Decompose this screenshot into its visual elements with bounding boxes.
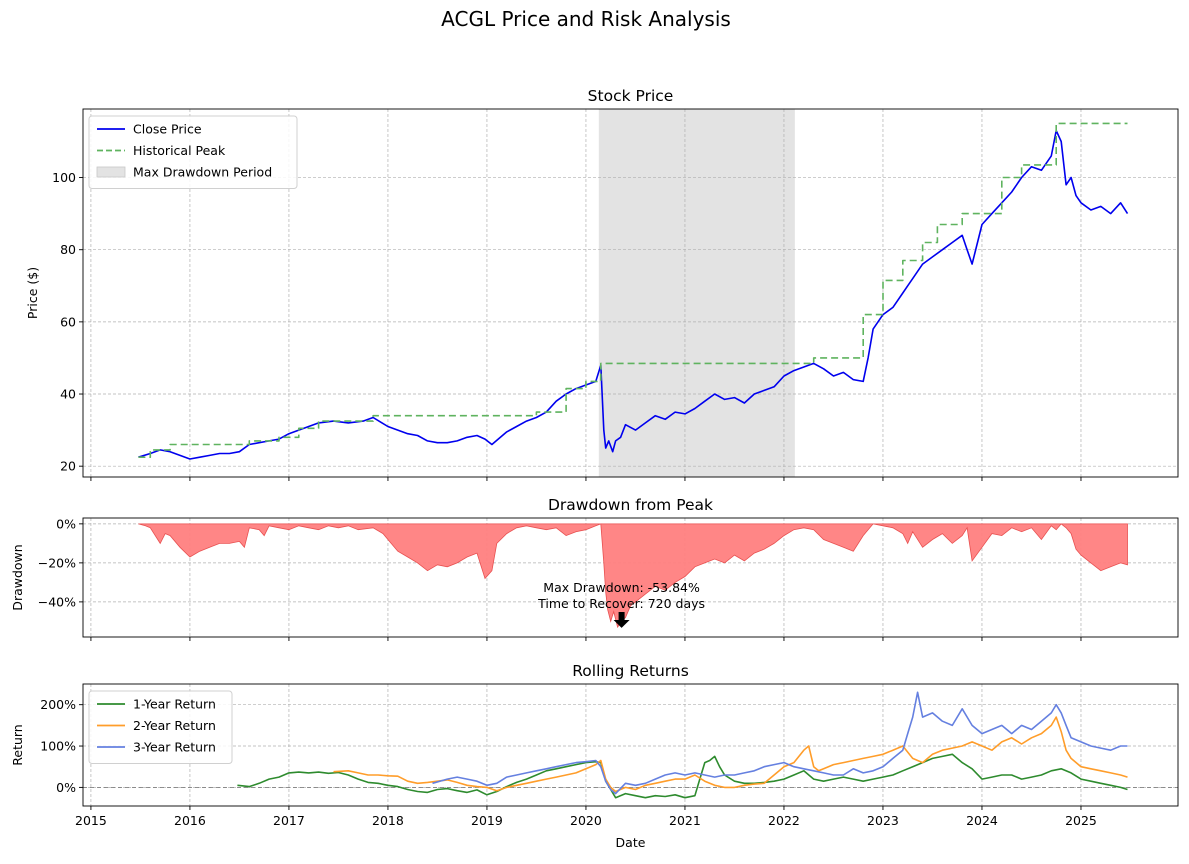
legend-swatch	[96, 166, 126, 178]
y-tick-label: 20	[60, 459, 76, 474]
plot-area	[138, 122, 1129, 460]
legend-label: Historical Peak	[133, 143, 226, 158]
panel-frame	[82, 517, 1179, 638]
y-tick-label: 80	[60, 242, 76, 257]
3-year-return-line	[432, 691, 1128, 795]
legend-label: 1-Year Return	[133, 697, 216, 712]
y-tick-label: 0%	[56, 516, 76, 531]
x-tick-label: 2024	[966, 813, 998, 828]
y-tick-label: 60	[60, 314, 76, 329]
y-tick-label: −40%	[38, 594, 76, 609]
legend-item: 2-Year Return	[97, 718, 216, 733]
legend-box	[88, 690, 233, 764]
x-tick-label: 2016	[174, 813, 206, 828]
legend-label: 3-Year Return	[133, 740, 216, 755]
x-tick-label: 2025	[1065, 813, 1097, 828]
x-tick-label: 2015	[75, 813, 107, 828]
annotation-line-2: Time to Recover: 720 days	[537, 596, 705, 611]
panel-frame	[82, 108, 1179, 478]
figure-title: ACGL Price and Risk Analysis	[441, 7, 731, 31]
x-tick-label: 2022	[768, 813, 800, 828]
drawdown-panel: 0% −20% −40% Drawdown from Peak Drawdown Max …	[10, 496, 1179, 641]
legend-item: Max Drawdown Period	[96, 165, 272, 180]
close-price-line	[138, 129, 1129, 460]
max-drawdown-annotation: Max Drawdown: -53.84%Time to Recover: 72…	[537, 580, 705, 628]
legend-label: Close Price	[133, 122, 202, 137]
1-year-return-line	[237, 753, 1128, 799]
rolling-returns-panel: 0% 100% 200% 2015 2016 2017 2018 2019 2020 2021 20…	[10, 662, 1179, 850]
y-tick-label: 100	[52, 170, 76, 185]
legend-item: Close Price	[97, 122, 202, 137]
y-axis-label: Return	[10, 724, 25, 765]
plot-area	[83, 691, 1178, 799]
historical-peak-line	[138, 122, 1128, 458]
legend-label: Max Drawdown Period	[133, 165, 272, 180]
annotation-arrow-shaft	[618, 612, 625, 622]
x-tick-label: 2017	[273, 813, 305, 828]
y-tick-label: 40	[60, 387, 76, 402]
x-tick-label: 2020	[570, 813, 602, 828]
legend: Close Price Historical Peak Max Drawdown P…	[88, 115, 298, 189]
y-tick-label: −20%	[38, 555, 76, 570]
annotation-arrow-head	[613, 620, 630, 628]
x-tick-label: 2023	[867, 813, 899, 828]
x-axis-label: Date	[616, 835, 646, 850]
y-axis-label: Price ($)	[25, 267, 40, 319]
legend-label: 2-Year Return	[133, 718, 216, 733]
annotation-line-1: Max Drawdown: -53.84%	[543, 580, 700, 595]
legend: 1-Year Return 2-Year Return 3-Year Return	[88, 690, 233, 764]
x-tick-label: 2021	[669, 813, 701, 828]
2-year-return-line	[333, 716, 1128, 793]
y-axis-label: Drawdown	[10, 544, 25, 610]
max-drawdown-shaded-region	[598, 109, 795, 477]
x-tick-label: 2018	[372, 813, 404, 828]
panel-title: Stock Price	[588, 87, 674, 105]
legend-box	[88, 115, 298, 189]
x-tick-label: 2019	[471, 813, 503, 828]
legend-item: Historical Peak	[97, 143, 226, 158]
panel-title: Drawdown from Peak	[548, 496, 713, 514]
y-tick-label: 100%	[40, 739, 76, 754]
stock-price-panel: 20 40 60 80 100 Stock Price Price ($) Close Pri…	[25, 87, 1179, 481]
legend-item: 3-Year Return	[97, 740, 216, 755]
y-tick-label: 200%	[40, 697, 76, 712]
y-tick-label: 0%	[56, 780, 76, 795]
panel-title: Rolling Returns	[572, 662, 689, 680]
legend-item: 1-Year Return	[97, 697, 216, 712]
panel-frame	[82, 683, 1179, 807]
